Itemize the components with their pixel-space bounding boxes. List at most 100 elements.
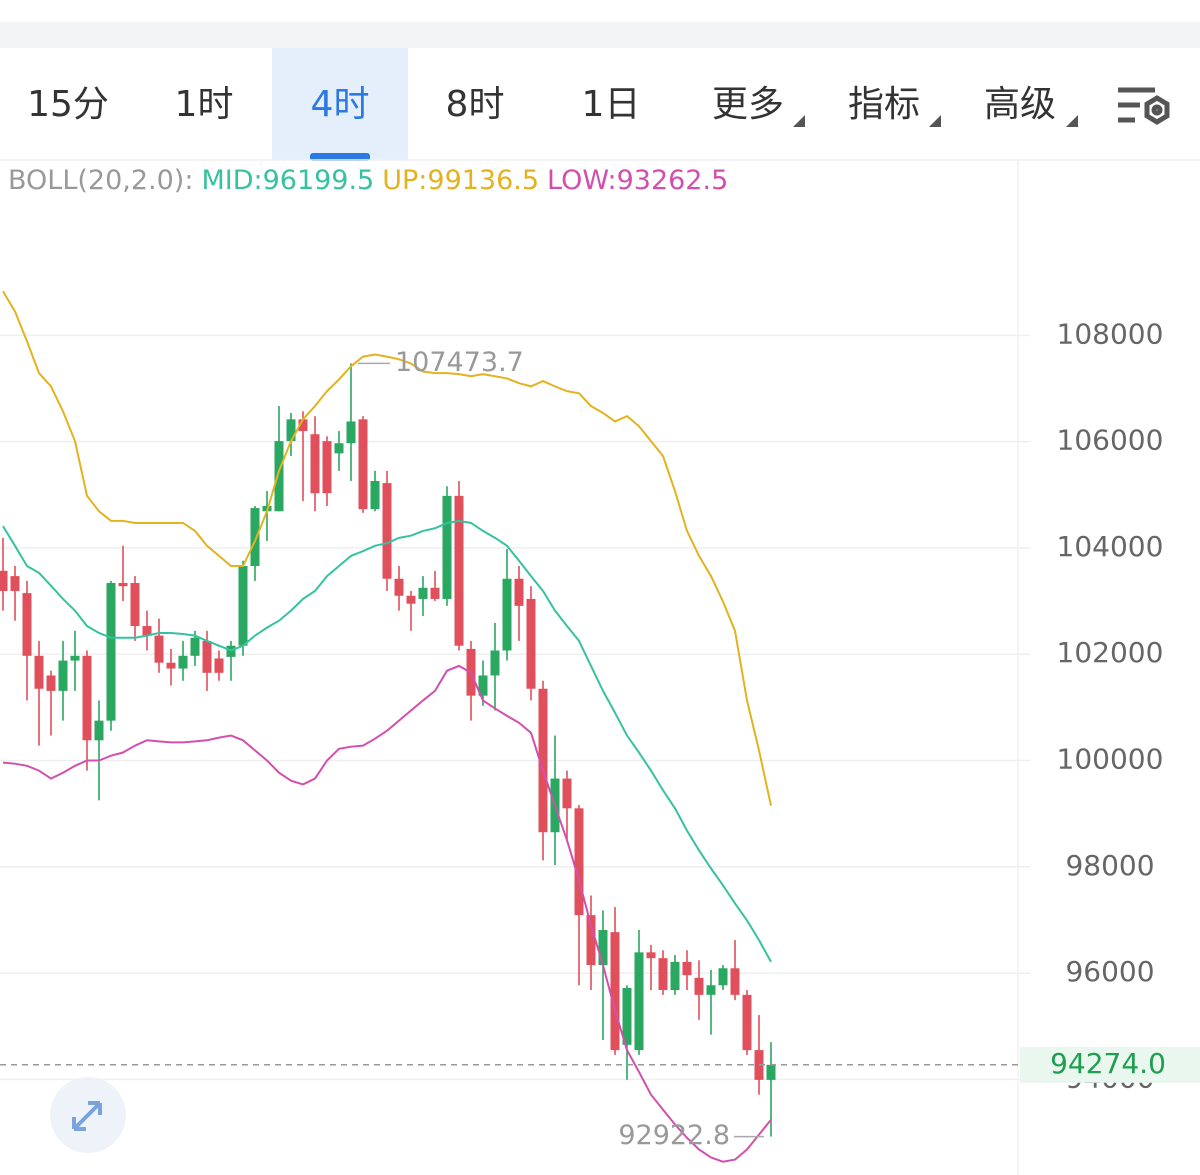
- expand-button[interactable]: [50, 1077, 126, 1153]
- expand-arrows: [72, 1101, 102, 1131]
- candle-body: [610, 932, 620, 1051]
- active-tab-bg: [272, 48, 408, 160]
- boll-line: [2, 290, 772, 806]
- low-label: 92922.8: [618, 1120, 730, 1151]
- tab[interactable]: 1时: [175, 84, 234, 125]
- candle-body: [106, 583, 116, 721]
- price-badge: [1020, 1046, 1200, 1083]
- candle-body: [202, 640, 212, 673]
- candle-body: [82, 655, 92, 741]
- y-tick-label: 96000: [1065, 955, 1154, 988]
- active-tab-indicator: [310, 153, 370, 161]
- icon-dot: [1151, 104, 1163, 116]
- candle-body: [286, 419, 296, 442]
- dropdown-caret: [929, 115, 941, 127]
- candle-body: [454, 495, 464, 646]
- candle-body: [154, 635, 164, 663]
- candle-body: [526, 598, 536, 689]
- candle-body: [502, 578, 512, 651]
- candle-body: [298, 419, 308, 432]
- dropdown-caret: [793, 115, 805, 127]
- candle-body: [562, 778, 572, 809]
- boll-line: [2, 519, 772, 963]
- legend-entry: UP:99136.5: [382, 165, 539, 196]
- candle-body: [706, 985, 716, 995]
- y-tick-label: 106000: [1057, 424, 1164, 457]
- candle-body: [682, 961, 692, 976]
- candle-body: [346, 421, 356, 444]
- candle-body: [646, 952, 656, 959]
- y-tick-label: 102000: [1057, 636, 1164, 669]
- candle-body: [142, 626, 152, 636]
- top-bar: [0, 0, 1200, 22]
- icon-hex: [1144, 95, 1170, 125]
- y-tick-label: 98000: [1065, 849, 1154, 882]
- candle-body: [658, 958, 668, 991]
- tab[interactable]: 4时: [311, 84, 370, 125]
- settings-icon[interactable]: [1118, 87, 1170, 125]
- candle-body: [358, 419, 368, 510]
- candle-body: [370, 480, 380, 510]
- candle-body: [118, 583, 128, 587]
- candle-body: [310, 434, 320, 494]
- candle-body: [730, 968, 740, 995]
- tab[interactable]: 指标: [848, 84, 920, 125]
- candle-body: [322, 441, 332, 494]
- candle-body: [742, 994, 752, 1051]
- indicator-name: BOLL(20,2.0):: [8, 165, 193, 196]
- candle-body: [130, 583, 140, 627]
- candle-body: [10, 576, 20, 591]
- candle-body: [430, 587, 440, 599]
- candle-body: [418, 587, 428, 599]
- header-band: [0, 22, 1200, 48]
- tab[interactable]: 15分: [27, 84, 109, 125]
- candle-body: [382, 483, 392, 579]
- legend-entry: LOW:93262.5: [547, 165, 728, 196]
- candle-body: [622, 987, 632, 1045]
- tab[interactable]: 高级: [984, 84, 1056, 125]
- tab[interactable]: 1日: [582, 84, 641, 125]
- boll-line: [2, 664, 772, 1163]
- tab[interactable]: 8时: [446, 84, 505, 125]
- legend-entry: MID:96199.5: [201, 165, 374, 196]
- candle-body: [478, 675, 488, 696]
- candle-body: [250, 508, 260, 566]
- candle-body: [442, 495, 452, 599]
- price-label: 94274.0: [1050, 1047, 1166, 1080]
- candle-body: [574, 808, 584, 916]
- candle-body: [766, 1064, 776, 1080]
- candle-body: [58, 660, 68, 691]
- candle-body: [394, 578, 404, 596]
- y-tick-label: 108000: [1057, 317, 1164, 350]
- candle-body: [0, 570, 8, 591]
- candle-body: [538, 688, 548, 833]
- high-label: 107473.7: [395, 347, 524, 378]
- candle-body: [274, 441, 284, 512]
- candle-body: [190, 637, 200, 656]
- candle-body: [238, 566, 248, 646]
- candle-body: [334, 443, 344, 454]
- candle-body: [178, 655, 188, 669]
- tab[interactable]: 更多: [712, 84, 784, 125]
- candle-body: [34, 655, 44, 689]
- candle-body: [514, 578, 524, 606]
- y-tick-label: 104000: [1057, 530, 1164, 563]
- candle-body: [586, 915, 596, 966]
- candle-body: [634, 952, 644, 1051]
- candle-body: [670, 961, 680, 991]
- candle-body: [70, 655, 80, 661]
- y-tick-label: 100000: [1057, 742, 1164, 775]
- candle-body: [718, 968, 728, 986]
- candle-body: [22, 593, 32, 656]
- candle-body: [694, 977, 704, 995]
- candle-body: [46, 675, 56, 691]
- indicator-legend: BOLL(20,2.0): MID:96199.5 UP:99136.5 LOW:93…: [8, 165, 728, 196]
- candle-body: [490, 650, 500, 676]
- candle-body: [406, 595, 416, 604]
- candle-body: [94, 720, 104, 741]
- candle-body: [166, 662, 176, 669]
- candle-body: [214, 658, 224, 673]
- candle-body: [598, 930, 608, 966]
